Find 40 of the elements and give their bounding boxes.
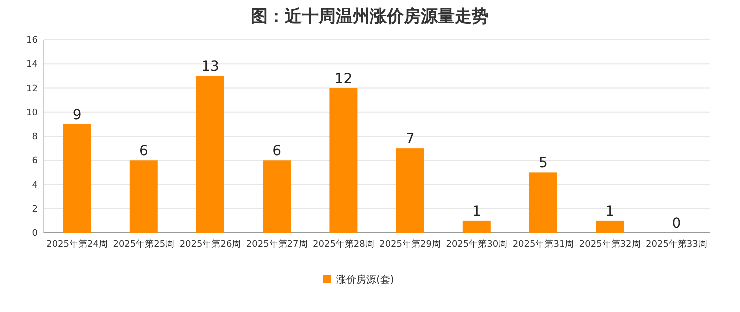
data-label: 13 — [202, 59, 220, 76]
y-tick-label: 12 — [26, 84, 38, 94]
x-tick-label: 2025年第27周 — [246, 239, 308, 250]
data-label: 1 — [606, 204, 615, 220]
y-tick-label: 10 — [26, 108, 38, 118]
bar — [396, 148, 424, 233]
x-tick-label: 2025年第32周 — [579, 239, 641, 250]
y-tick-label: 8 — [32, 132, 38, 142]
x-tick-label: 2025年第24周 — [46, 239, 108, 250]
bar — [196, 76, 224, 233]
data-label: 0 — [672, 216, 682, 232]
x-tick-label: 2025年第33周 — [646, 239, 708, 250]
y-tick-label: 2 — [32, 204, 38, 215]
y-tick-label: 6 — [32, 156, 38, 167]
data-label: 9 — [72, 107, 82, 124]
legend-label: 涨价房源(套) — [336, 274, 394, 286]
data-label: 6 — [139, 144, 148, 160]
data-label: 1 — [472, 204, 482, 220]
bar — [63, 124, 92, 233]
data-label: 6 — [272, 144, 282, 160]
x-tick-label: 2025年第28周 — [313, 239, 374, 250]
bar — [462, 220, 491, 233]
bar — [530, 172, 558, 233]
y-tick-label: 4 — [32, 180, 38, 191]
y-tick-label: 14 — [26, 60, 38, 70]
x-tick-label: 2025年第29周 — [380, 239, 441, 250]
chart-title: 图：近十周温州涨价房源量走势 — [251, 7, 489, 27]
bar — [130, 160, 158, 233]
y-tick-label: 16 — [26, 36, 38, 46]
bar — [330, 88, 358, 233]
y-tick-label: 0 — [32, 229, 38, 239]
data-label: 7 — [406, 132, 415, 148]
x-tick-label: 2025年第31周 — [512, 239, 574, 250]
x-tick-label: 2025年第25周 — [113, 239, 175, 250]
bar — [263, 160, 292, 233]
x-tick-label: 2025年第26周 — [180, 239, 242, 250]
x-tick-label: 2025年第30周 — [446, 239, 508, 250]
bar — [596, 220, 624, 233]
data-label: 5 — [539, 156, 548, 172]
data-label: 12 — [334, 71, 353, 88]
